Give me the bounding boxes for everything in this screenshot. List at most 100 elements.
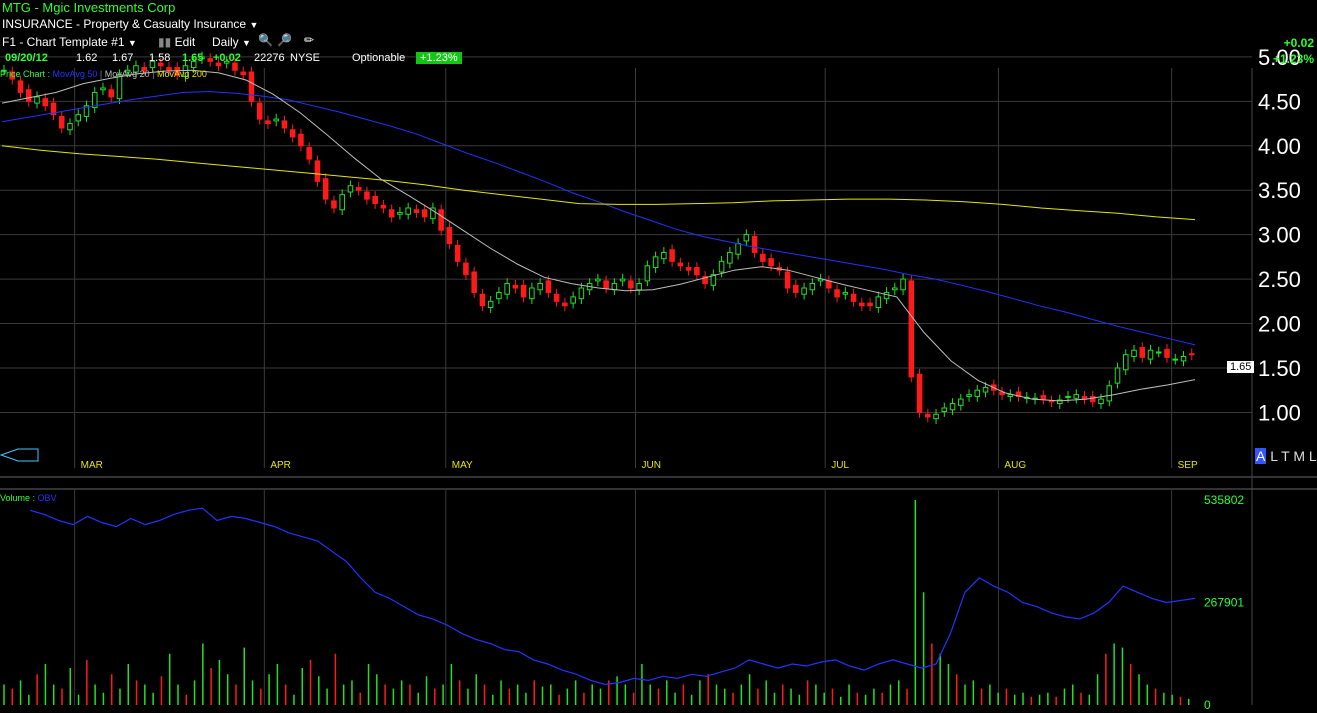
template-label: F1 - Chart Template #1 bbox=[2, 35, 125, 49]
candle-body bbox=[1164, 348, 1170, 358]
candle-body bbox=[595, 278, 601, 282]
candle-body bbox=[1048, 400, 1055, 403]
quote-change: +0.02 bbox=[213, 52, 241, 64]
candle-body bbox=[537, 283, 543, 291]
candle-body bbox=[925, 413, 931, 418]
quote-open: 1.62 bbox=[76, 52, 98, 64]
arrow-left-icon bbox=[0, 448, 39, 462]
obv-line bbox=[29, 507, 1196, 686]
candle-body bbox=[487, 300, 494, 309]
candle-body bbox=[611, 283, 618, 291]
ma20-label[interactable]: MovAvg 20 bbox=[104, 69, 150, 79]
candle-body bbox=[256, 102, 263, 120]
candle-body bbox=[1098, 398, 1104, 405]
candle-body bbox=[694, 267, 700, 276]
ma50-label[interactable]: MovAvg 50 bbox=[52, 69, 98, 79]
quote-high: 1.67 bbox=[112, 52, 134, 64]
template-dropdown[interactable]: F1 - Chart Template #1 ▼ bbox=[2, 35, 137, 49]
candle-body bbox=[339, 194, 345, 211]
volume-axis-labels: 535802 267901 0 bbox=[1204, 493, 1244, 712]
candle-body bbox=[232, 62, 238, 71]
price-tick-label: 2.50 bbox=[1258, 267, 1301, 292]
volume-label: Volume : bbox=[0, 493, 36, 503]
scroll-handle[interactable] bbox=[0, 448, 42, 467]
candle-body bbox=[718, 260, 725, 273]
candle-body bbox=[331, 200, 337, 209]
candle-body bbox=[867, 302, 873, 307]
ma200-label[interactable]: MovAvg 200 bbox=[157, 69, 207, 79]
candle-body bbox=[628, 280, 634, 289]
zoom-out-button[interactable]: 🔎 bbox=[277, 33, 292, 47]
zoom-in-button[interactable]: 🔍 bbox=[258, 33, 273, 47]
candle-body bbox=[166, 67, 172, 71]
candle-body bbox=[850, 293, 857, 302]
candle-body bbox=[1106, 385, 1113, 402]
candle-body bbox=[974, 389, 981, 397]
candle-body bbox=[9, 71, 16, 80]
candle-body bbox=[1172, 358, 1179, 361]
candle-body bbox=[157, 62, 164, 67]
change-pct: +1.23% bbox=[1272, 52, 1314, 66]
price-legend: Price Chart : MovAvg 50 | MovAvg 20 | Mo… bbox=[0, 69, 207, 79]
candle-body bbox=[760, 253, 766, 262]
auto-scale-button[interactable]: A bbox=[1255, 448, 1267, 464]
edit-button[interactable]: ▮▮ Edit bbox=[158, 35, 195, 49]
candle-body bbox=[958, 398, 964, 406]
candle-body bbox=[149, 60, 156, 69]
candle-body bbox=[982, 387, 989, 393]
candle-body bbox=[933, 413, 939, 420]
draw-tool-button[interactable]: ✏ bbox=[304, 33, 314, 47]
candle-body bbox=[619, 278, 626, 282]
log-scale-button[interactable]: L bbox=[1270, 448, 1278, 464]
candle-body bbox=[306, 147, 312, 160]
line-scale-button[interactable]: L bbox=[1308, 448, 1317, 464]
candle-body bbox=[1057, 399, 1063, 405]
candle-body bbox=[1007, 394, 1014, 397]
candle-body bbox=[207, 58, 213, 62]
candle-body bbox=[182, 65, 189, 77]
candle-body bbox=[908, 280, 915, 378]
period-dropdown[interactable]: Daily ▼ bbox=[212, 35, 251, 49]
sector-dropdown[interactable]: INSURANCE - Property & Casualty Insuranc… bbox=[2, 17, 258, 31]
candle-body bbox=[826, 280, 832, 289]
month-scale-button[interactable]: M bbox=[1293, 448, 1306, 464]
candle-body bbox=[702, 275, 708, 285]
candle-body bbox=[91, 91, 98, 109]
candle-body bbox=[1147, 349, 1154, 360]
candle-body bbox=[281, 120, 288, 129]
candle-body bbox=[322, 178, 329, 200]
candle-body bbox=[463, 262, 469, 276]
candle-body bbox=[842, 291, 849, 295]
candle-body bbox=[677, 262, 684, 267]
candle-body bbox=[545, 280, 552, 293]
candle-body bbox=[421, 209, 428, 218]
obv-label[interactable]: OBV bbox=[37, 493, 57, 503]
month-label: SEP bbox=[1178, 460, 1198, 471]
moving-average-line bbox=[1, 69, 1196, 402]
candle-body bbox=[388, 209, 395, 218]
moving-average-line bbox=[1, 145, 1196, 221]
month-label: AUG bbox=[1004, 460, 1026, 471]
candle-body bbox=[793, 284, 799, 293]
volume-legend: Volume : OBV bbox=[0, 493, 57, 503]
candle-body bbox=[17, 80, 24, 93]
candle-body bbox=[883, 291, 890, 300]
candle-body bbox=[454, 244, 461, 262]
candle-body bbox=[223, 60, 230, 64]
candle-body bbox=[116, 74, 123, 100]
candle-body bbox=[652, 256, 659, 269]
volume-tick-label: 535802 bbox=[1204, 493, 1244, 507]
candle-body bbox=[405, 207, 411, 215]
volume-tick-label: 0 bbox=[1204, 698, 1211, 712]
ticker-title: MTG - Mgic Investments Corp bbox=[2, 0, 176, 15]
time-scale-button[interactable]: T bbox=[1281, 448, 1290, 464]
scale-buttons: A L T M L bbox=[1255, 448, 1317, 464]
candle-body bbox=[1065, 395, 1071, 398]
candle-body bbox=[100, 87, 106, 91]
moving-average-line bbox=[1, 91, 1196, 346]
candle-body bbox=[355, 187, 362, 191]
price-tick-label: 1.50 bbox=[1258, 356, 1301, 381]
candle-body bbox=[67, 123, 73, 131]
candle-body bbox=[809, 283, 816, 291]
